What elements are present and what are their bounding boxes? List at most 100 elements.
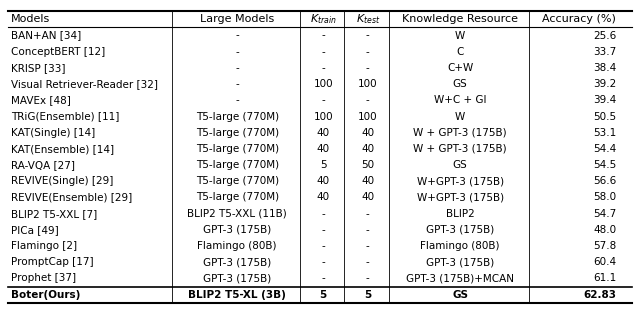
- Text: GPT-3 (175B): GPT-3 (175B): [426, 225, 494, 235]
- Text: BAN+AN [34]: BAN+AN [34]: [11, 31, 81, 41]
- Text: -: -: [366, 95, 370, 105]
- Text: Knowledge Resource: Knowledge Resource: [402, 14, 518, 24]
- Text: T5-large (770M): T5-large (770M): [196, 176, 279, 186]
- Text: 5: 5: [364, 290, 371, 299]
- Text: T5-large (770M): T5-large (770M): [196, 193, 279, 203]
- Text: 25.6: 25.6: [593, 31, 616, 41]
- Text: 53.1: 53.1: [593, 128, 616, 138]
- Text: T5-large (770M): T5-large (770M): [196, 160, 279, 170]
- Text: Flamingo (80B): Flamingo (80B): [197, 241, 277, 251]
- Text: W: W: [455, 31, 465, 41]
- Text: W + GPT-3 (175B): W + GPT-3 (175B): [413, 144, 507, 154]
- Text: ConceptBERT [12]: ConceptBERT [12]: [11, 47, 105, 57]
- Text: Flamingo (80B): Flamingo (80B): [420, 241, 500, 251]
- Text: 56.6: 56.6: [593, 176, 616, 186]
- Text: -: -: [321, 241, 325, 251]
- Text: PICa [49]: PICa [49]: [11, 225, 59, 235]
- Text: Boter(Ours): Boter(Ours): [11, 290, 81, 299]
- Text: Flamingo [2]: Flamingo [2]: [11, 241, 77, 251]
- Text: $K_{test}$: $K_{test}$: [356, 13, 380, 26]
- Text: -: -: [366, 257, 370, 267]
- Text: GPT-3 (175B): GPT-3 (175B): [203, 257, 271, 267]
- Text: $K_{train}$: $K_{train}$: [310, 13, 337, 26]
- Text: GS: GS: [453, 160, 468, 170]
- Text: 100: 100: [314, 79, 333, 89]
- Text: 40: 40: [361, 193, 374, 203]
- Text: -: -: [321, 225, 325, 235]
- Text: 50.5: 50.5: [593, 112, 616, 122]
- Text: 100: 100: [358, 79, 378, 89]
- Text: C: C: [456, 47, 464, 57]
- Text: 58.0: 58.0: [593, 193, 616, 203]
- Text: 54.4: 54.4: [593, 144, 616, 154]
- Text: KRISP [33]: KRISP [33]: [11, 63, 65, 73]
- Text: GPT-3 (175B)+MCAN: GPT-3 (175B)+MCAN: [406, 274, 514, 284]
- Text: -: -: [366, 31, 370, 41]
- Text: KAT(Ensemble) [14]: KAT(Ensemble) [14]: [11, 144, 114, 154]
- Text: W: W: [455, 112, 465, 122]
- Text: MAVEx [48]: MAVEx [48]: [11, 95, 71, 105]
- Text: KAT(Single) [14]: KAT(Single) [14]: [11, 128, 95, 138]
- Text: -: -: [366, 274, 370, 284]
- Text: 40: 40: [361, 128, 374, 138]
- Text: PromptCap [17]: PromptCap [17]: [11, 257, 93, 267]
- Text: 40: 40: [317, 193, 330, 203]
- Text: 100: 100: [314, 112, 333, 122]
- Text: Models: Models: [11, 14, 50, 24]
- Text: 33.7: 33.7: [593, 47, 616, 57]
- Text: -: -: [236, 31, 239, 41]
- Text: -: -: [236, 63, 239, 73]
- Text: 40: 40: [361, 144, 374, 154]
- Text: 40: 40: [317, 144, 330, 154]
- Text: 40: 40: [361, 176, 374, 186]
- Text: -: -: [366, 241, 370, 251]
- Text: 60.4: 60.4: [593, 257, 616, 267]
- Text: T5-large (770M): T5-large (770M): [196, 144, 279, 154]
- Text: BLIP2: BLIP2: [446, 208, 475, 219]
- Text: 50: 50: [361, 160, 374, 170]
- Text: -: -: [321, 47, 325, 57]
- Text: 5: 5: [320, 160, 326, 170]
- Text: 54.7: 54.7: [593, 208, 616, 219]
- Text: -: -: [321, 95, 325, 105]
- Text: 40: 40: [317, 176, 330, 186]
- Text: -: -: [366, 208, 370, 219]
- Text: -: -: [321, 257, 325, 267]
- Text: C+W: C+W: [447, 63, 474, 73]
- Text: 38.4: 38.4: [593, 63, 616, 73]
- Text: W + GPT-3 (175B): W + GPT-3 (175B): [413, 128, 507, 138]
- Text: W+GPT-3 (175B): W+GPT-3 (175B): [417, 193, 504, 203]
- Text: T5-large (770M): T5-large (770M): [196, 112, 279, 122]
- Text: 61.1: 61.1: [593, 274, 616, 284]
- Text: -: -: [366, 225, 370, 235]
- Text: TRiG(Ensemble) [11]: TRiG(Ensemble) [11]: [11, 112, 119, 122]
- Text: 5: 5: [319, 290, 327, 299]
- Text: BLIP2 T5-XXL [7]: BLIP2 T5-XXL [7]: [11, 208, 97, 219]
- Text: Large Models: Large Models: [200, 14, 275, 24]
- Text: Prophet [37]: Prophet [37]: [11, 274, 76, 284]
- Text: GPT-3 (175B): GPT-3 (175B): [203, 274, 271, 284]
- Text: 57.8: 57.8: [593, 241, 616, 251]
- Text: 39.2: 39.2: [593, 79, 616, 89]
- Text: GS: GS: [452, 290, 468, 299]
- Text: T5-large (770M): T5-large (770M): [196, 128, 279, 138]
- Text: 62.83: 62.83: [583, 290, 616, 299]
- Text: W+C + GI: W+C + GI: [434, 95, 486, 105]
- Text: GS: GS: [453, 79, 468, 89]
- Text: W+GPT-3 (175B): W+GPT-3 (175B): [417, 176, 504, 186]
- Text: GPT-3 (175B): GPT-3 (175B): [203, 225, 271, 235]
- Text: -: -: [236, 95, 239, 105]
- Text: REVIVE(Ensemble) [29]: REVIVE(Ensemble) [29]: [11, 193, 132, 203]
- Text: Accuracy (%): Accuracy (%): [543, 14, 616, 24]
- Text: 54.5: 54.5: [593, 160, 616, 170]
- Text: -: -: [321, 31, 325, 41]
- Text: -: -: [236, 79, 239, 89]
- Text: -: -: [321, 63, 325, 73]
- Text: -: -: [236, 47, 239, 57]
- Text: -: -: [321, 208, 325, 219]
- Text: 39.4: 39.4: [593, 95, 616, 105]
- Text: BLIP2 T5-XL (3B): BLIP2 T5-XL (3B): [188, 290, 286, 299]
- Text: Visual Retriever-Reader [32]: Visual Retriever-Reader [32]: [11, 79, 158, 89]
- Text: 100: 100: [358, 112, 378, 122]
- Text: -: -: [366, 63, 370, 73]
